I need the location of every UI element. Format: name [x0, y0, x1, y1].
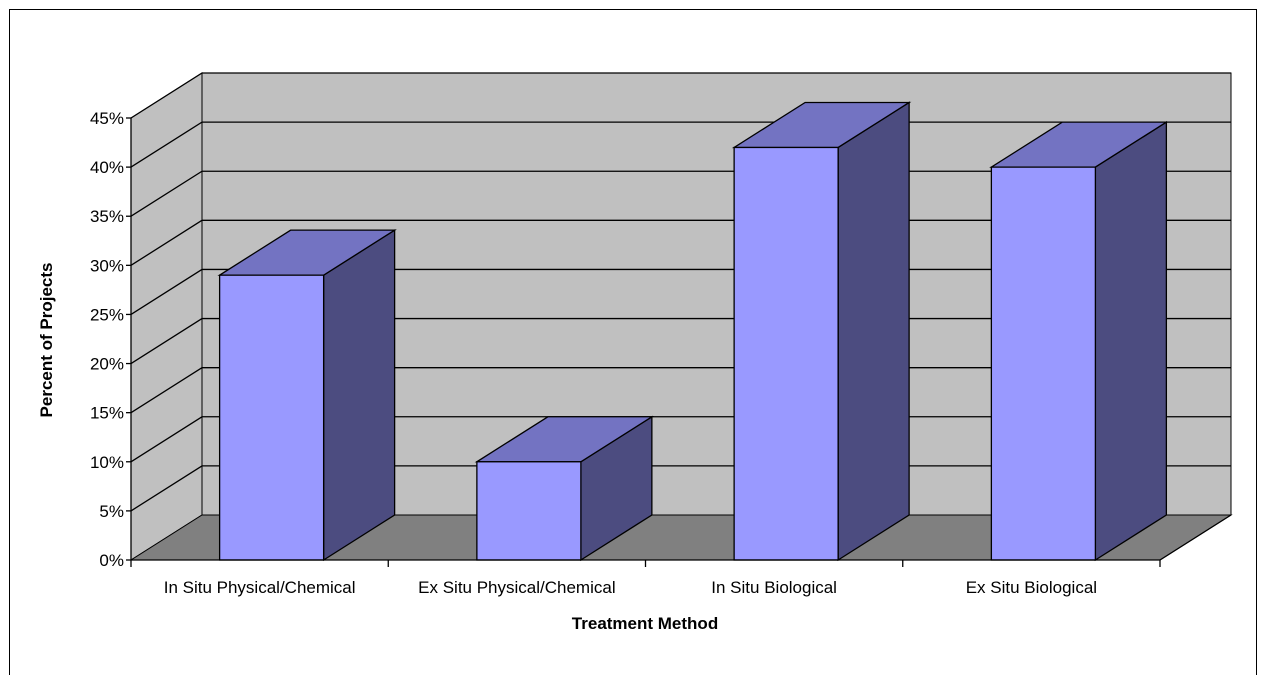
- bar-side: [837, 101, 910, 562]
- bar-side: [1094, 120, 1168, 562]
- y-tick-label: 30%: [90, 256, 124, 275]
- bars: [217, 101, 1169, 562]
- x-category-labels: In Situ Physical/Chemical Ex Situ Physica…: [164, 578, 1097, 597]
- bar-side: [322, 228, 396, 562]
- y-tick-label: 20%: [90, 355, 124, 374]
- y-axis-title: Percent of Projects: [37, 263, 56, 418]
- gridline: [130, 72, 1231, 119]
- y-tick-label: 15%: [90, 404, 124, 423]
- bar-front: [218, 274, 325, 561]
- x-category-label: In Situ Biological: [711, 578, 837, 597]
- x-category-label: In Situ Physical/Chemical: [164, 578, 356, 597]
- bar: [731, 101, 912, 562]
- bar: [989, 120, 1169, 562]
- y-tick-label: 40%: [90, 158, 124, 177]
- y-tick-label: 10%: [90, 453, 124, 472]
- bar-front: [733, 146, 839, 561]
- x-category-label: Ex Situ Biological: [966, 578, 1097, 597]
- x-axis-title: Treatment Method: [572, 614, 718, 633]
- y-tick-labels: 0% 5% 10% 15% 20% 25% 30% 35% 40% 45%: [90, 109, 124, 570]
- y-tick-label: 25%: [90, 305, 124, 324]
- side-wall: [130, 72, 203, 561]
- y-tick-label: 35%: [90, 207, 124, 226]
- x-category-label: Ex Situ Physical/Chemical: [418, 578, 615, 597]
- y-tick-label: 5%: [99, 502, 124, 521]
- axes: [126, 117, 1232, 567]
- bar-front: [476, 461, 582, 561]
- y-tick-label: 0%: [99, 551, 124, 570]
- bar-front: [990, 166, 1097, 561]
- y-tick-label: 45%: [90, 109, 124, 128]
- bar: [217, 228, 397, 562]
- floor-edge: [1159, 514, 1232, 561]
